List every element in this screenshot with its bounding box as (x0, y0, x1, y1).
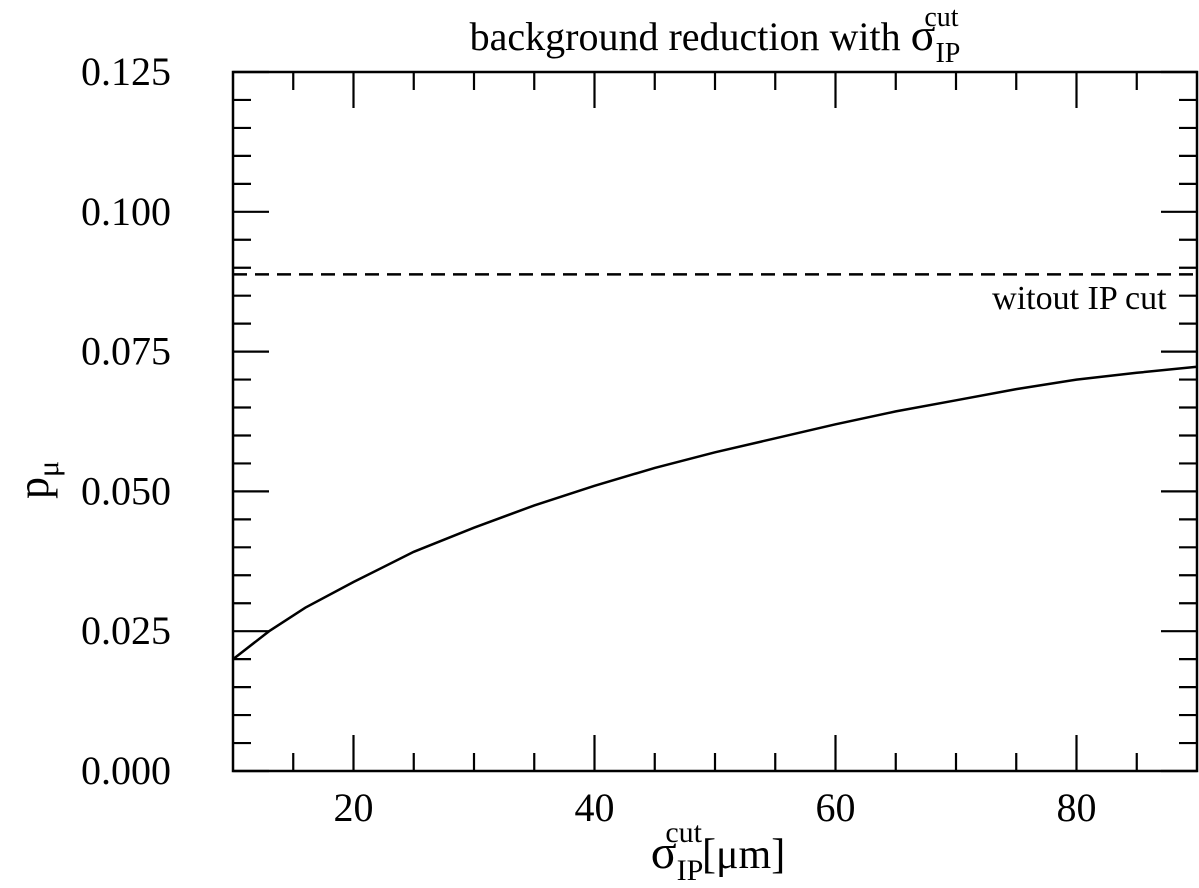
chart-title-sub: IP (935, 38, 960, 69)
x-axis-label-unit: [μm] (702, 832, 785, 878)
major-ticks (233, 70, 1197, 773)
minor-ticks (233, 72, 1197, 771)
series-line-solid (232, 365, 1198, 661)
y-tick-label: 0.075 (81, 329, 171, 374)
y-tick-label: 0.050 (81, 468, 171, 513)
x-axis-label-sub: IP (677, 854, 704, 887)
x-axis-label-sup: cut (665, 816, 702, 849)
annotation-without-ip-cut: witout IP cut (992, 280, 1167, 317)
chart-title-symbol: σ (911, 9, 936, 60)
x-tick-label: 40 (575, 785, 615, 830)
y-tick-label: 0.100 (81, 189, 171, 234)
y-tick-labels: 0.000 0.025 0.050 0.075 0.100 0.125 (81, 49, 171, 793)
series-layer (232, 273, 1198, 661)
chart-title-sup: cut (924, 2, 958, 33)
y-axis-label-text: p (9, 477, 58, 499)
x-axis-label-symbol: σ (651, 826, 677, 879)
y-axis-label: pμ (9, 461, 65, 499)
x-tick-labels: 20 40 60 80 (334, 785, 1097, 830)
y-tick-label: 0.125 (81, 49, 171, 94)
y-tick-label: 0.000 (81, 748, 171, 793)
plot-frame (231, 70, 1199, 773)
chart-title-text: background reduction with (470, 14, 911, 59)
y-axis-label-sub: μ (32, 461, 65, 477)
chart-title: background reduction with σIP cut (470, 2, 961, 69)
x-tick-label: 20 (334, 785, 374, 830)
x-tick-label: 80 (1057, 785, 1097, 830)
x-axis-label: σIP cut[μm] (651, 816, 785, 887)
x-tick-label: 60 (816, 785, 856, 830)
y-tick-label: 0.025 (81, 608, 171, 653)
